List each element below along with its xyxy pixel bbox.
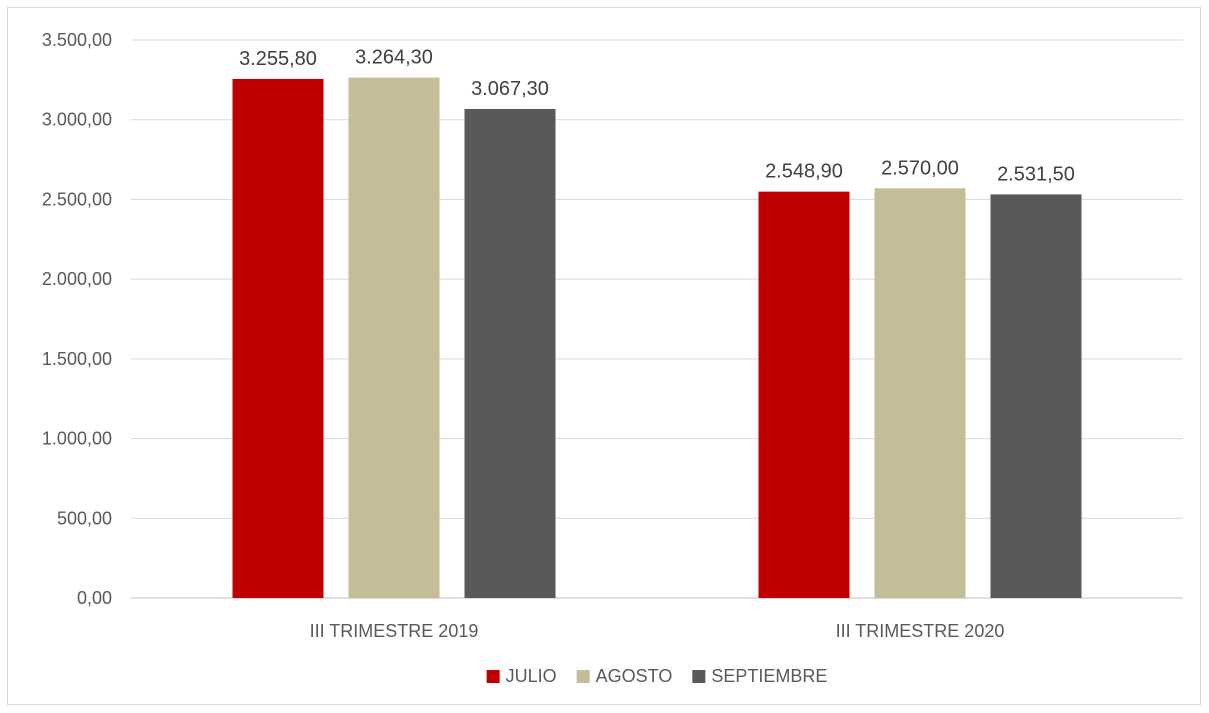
legend-swatch: [692, 670, 706, 683]
y-tick-label: 1.000,00: [42, 429, 112, 449]
y-tick-label: 0,00: [77, 588, 112, 608]
data-label: 3.255,80: [239, 48, 317, 70]
y-tick-label: 1.500,00: [42, 349, 112, 369]
y-tick-label: 500,00: [57, 508, 112, 528]
legend-swatch: [576, 670, 590, 683]
x-category-label: III TRIMESTRE 2019: [310, 621, 479, 641]
data-label: 3.264,30: [355, 47, 433, 69]
data-label: 2.570,00: [881, 157, 959, 179]
bar: [348, 77, 440, 598]
bar: [874, 188, 966, 599]
bar: [758, 191, 850, 598]
bar: [990, 194, 1082, 599]
data-label: 2.531,50: [997, 163, 1075, 185]
legend-label: SEPTIEMBRE: [711, 666, 827, 686]
legend-label: JULIO: [506, 666, 557, 686]
y-tick-label: 2.000,00: [42, 269, 112, 289]
y-tick-label: 3.000,00: [42, 110, 112, 130]
data-label: 2.548,90: [765, 161, 843, 183]
bar: [232, 78, 324, 599]
legend-label: AGOSTO: [596, 666, 673, 686]
x-category-label: III TRIMESTRE 2020: [836, 621, 1005, 641]
data-label: 3.067,30: [471, 78, 549, 100]
y-tick-label: 3.500,00: [42, 30, 112, 50]
bar: [464, 108, 556, 598]
y-tick-label: 2.500,00: [42, 189, 112, 209]
legend-swatch: [486, 670, 500, 683]
